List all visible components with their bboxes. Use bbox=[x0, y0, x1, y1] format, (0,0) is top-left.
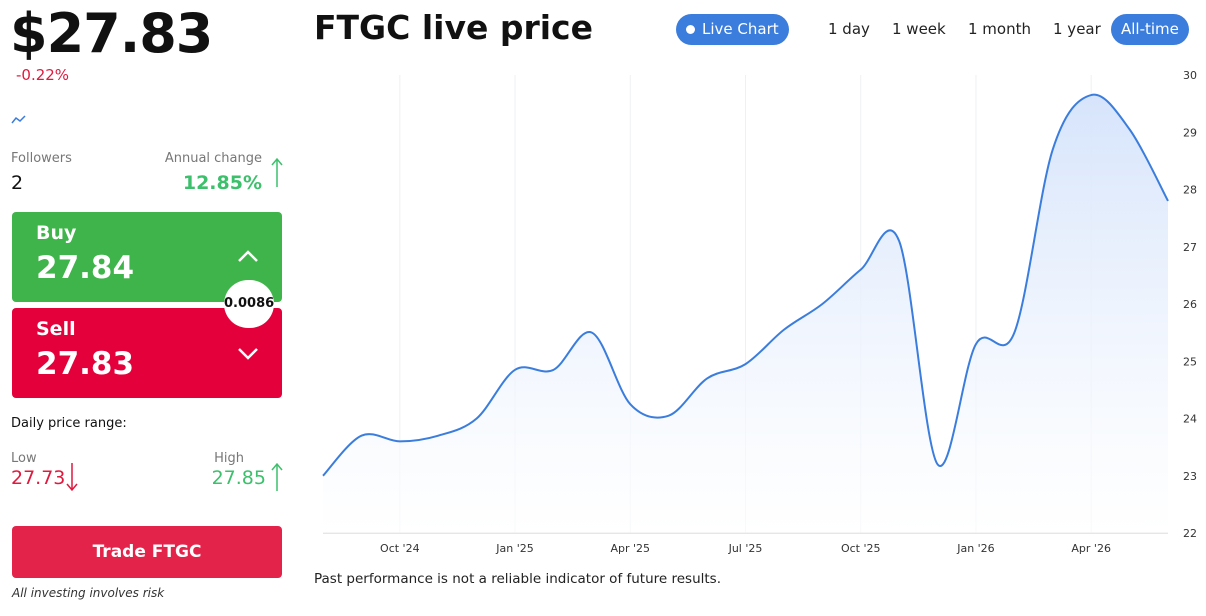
x-tick-label: Apr '26 bbox=[1071, 542, 1111, 555]
annual-change-label: Annual change bbox=[164, 151, 262, 166]
y-tick-label: 23 bbox=[1183, 470, 1197, 483]
chart-title: FTGC live price bbox=[314, 8, 594, 47]
trend-icon bbox=[11, 115, 26, 124]
x-tick-label: Oct '25 bbox=[841, 542, 881, 555]
down-arrow bbox=[66, 463, 78, 492]
live-dot bbox=[686, 25, 695, 34]
range-button-label: 1 day bbox=[828, 20, 870, 38]
followers: 2 bbox=[11, 172, 24, 194]
high: 27.85 bbox=[211, 467, 266, 489]
x-tick-label: Jul '25 bbox=[728, 542, 763, 555]
price-line bbox=[322, 93, 1169, 477]
range-button-label: 1 week bbox=[892, 20, 946, 38]
chevron-up bbox=[238, 250, 258, 262]
y-tick-label: 29 bbox=[1183, 126, 1197, 139]
y-tick-label: 28 bbox=[1183, 184, 1197, 197]
buy-price: 27.84 bbox=[36, 250, 135, 286]
annual-change: 12.85% bbox=[182, 172, 262, 194]
y-tick-label: 22 bbox=[1183, 527, 1197, 540]
daily-range-label: Daily price range: bbox=[11, 416, 127, 431]
range-button[interactable]: 1 day bbox=[818, 14, 880, 45]
trade-button[interactable]: Trade FTGC bbox=[12, 526, 282, 578]
range-button[interactable]: 1 month bbox=[958, 14, 1041, 45]
range-button[interactable]: 1 week bbox=[882, 14, 956, 45]
range-button-label: 1 year bbox=[1053, 20, 1101, 38]
high-label: High bbox=[214, 451, 244, 466]
price: $27.83 bbox=[10, 2, 213, 65]
x-tick-label: Apr '25 bbox=[610, 542, 650, 555]
chevron-down bbox=[238, 348, 258, 360]
sell-price: 27.83 bbox=[36, 346, 135, 382]
price-change: -0.22% bbox=[16, 66, 70, 84]
y-tick-label: 24 bbox=[1183, 413, 1197, 426]
range-button[interactable]: 1 year bbox=[1043, 14, 1111, 45]
sell-label: Sell bbox=[36, 318, 76, 340]
up-arrow bbox=[271, 157, 283, 187]
y-tick-label: 25 bbox=[1183, 355, 1197, 368]
range-button-label: All-time bbox=[1121, 20, 1179, 38]
up-arrow bbox=[271, 462, 283, 491]
risk-note: All investing involves risk bbox=[12, 586, 165, 600]
disclaimer: Past performance is not a reliable indic… bbox=[314, 571, 722, 587]
range-button[interactable]: Live Chart bbox=[676, 14, 789, 45]
range-button-label: Live Chart bbox=[702, 20, 779, 38]
range-button[interactable]: All-time bbox=[1111, 14, 1189, 45]
buy-label: Buy bbox=[36, 222, 77, 244]
y-tick-label: 27 bbox=[1183, 241, 1197, 254]
x-tick-label: Jan '25 bbox=[495, 542, 533, 555]
range-button-label: 1 month bbox=[968, 20, 1031, 38]
sell-card[interactable]: Sell 27.83 bbox=[12, 308, 282, 398]
low: 27.73 bbox=[11, 467, 66, 489]
low-label: Low bbox=[11, 451, 37, 466]
x-tick-label: Jan '26 bbox=[956, 542, 994, 555]
x-tick-label: Oct '24 bbox=[380, 542, 420, 555]
y-tick-label: 30 bbox=[1183, 69, 1197, 82]
spread: 0.0086 bbox=[224, 280, 274, 328]
area-fill bbox=[323, 94, 1168, 534]
y-tick-label: 26 bbox=[1183, 298, 1197, 311]
followers-label: Followers bbox=[11, 151, 72, 166]
